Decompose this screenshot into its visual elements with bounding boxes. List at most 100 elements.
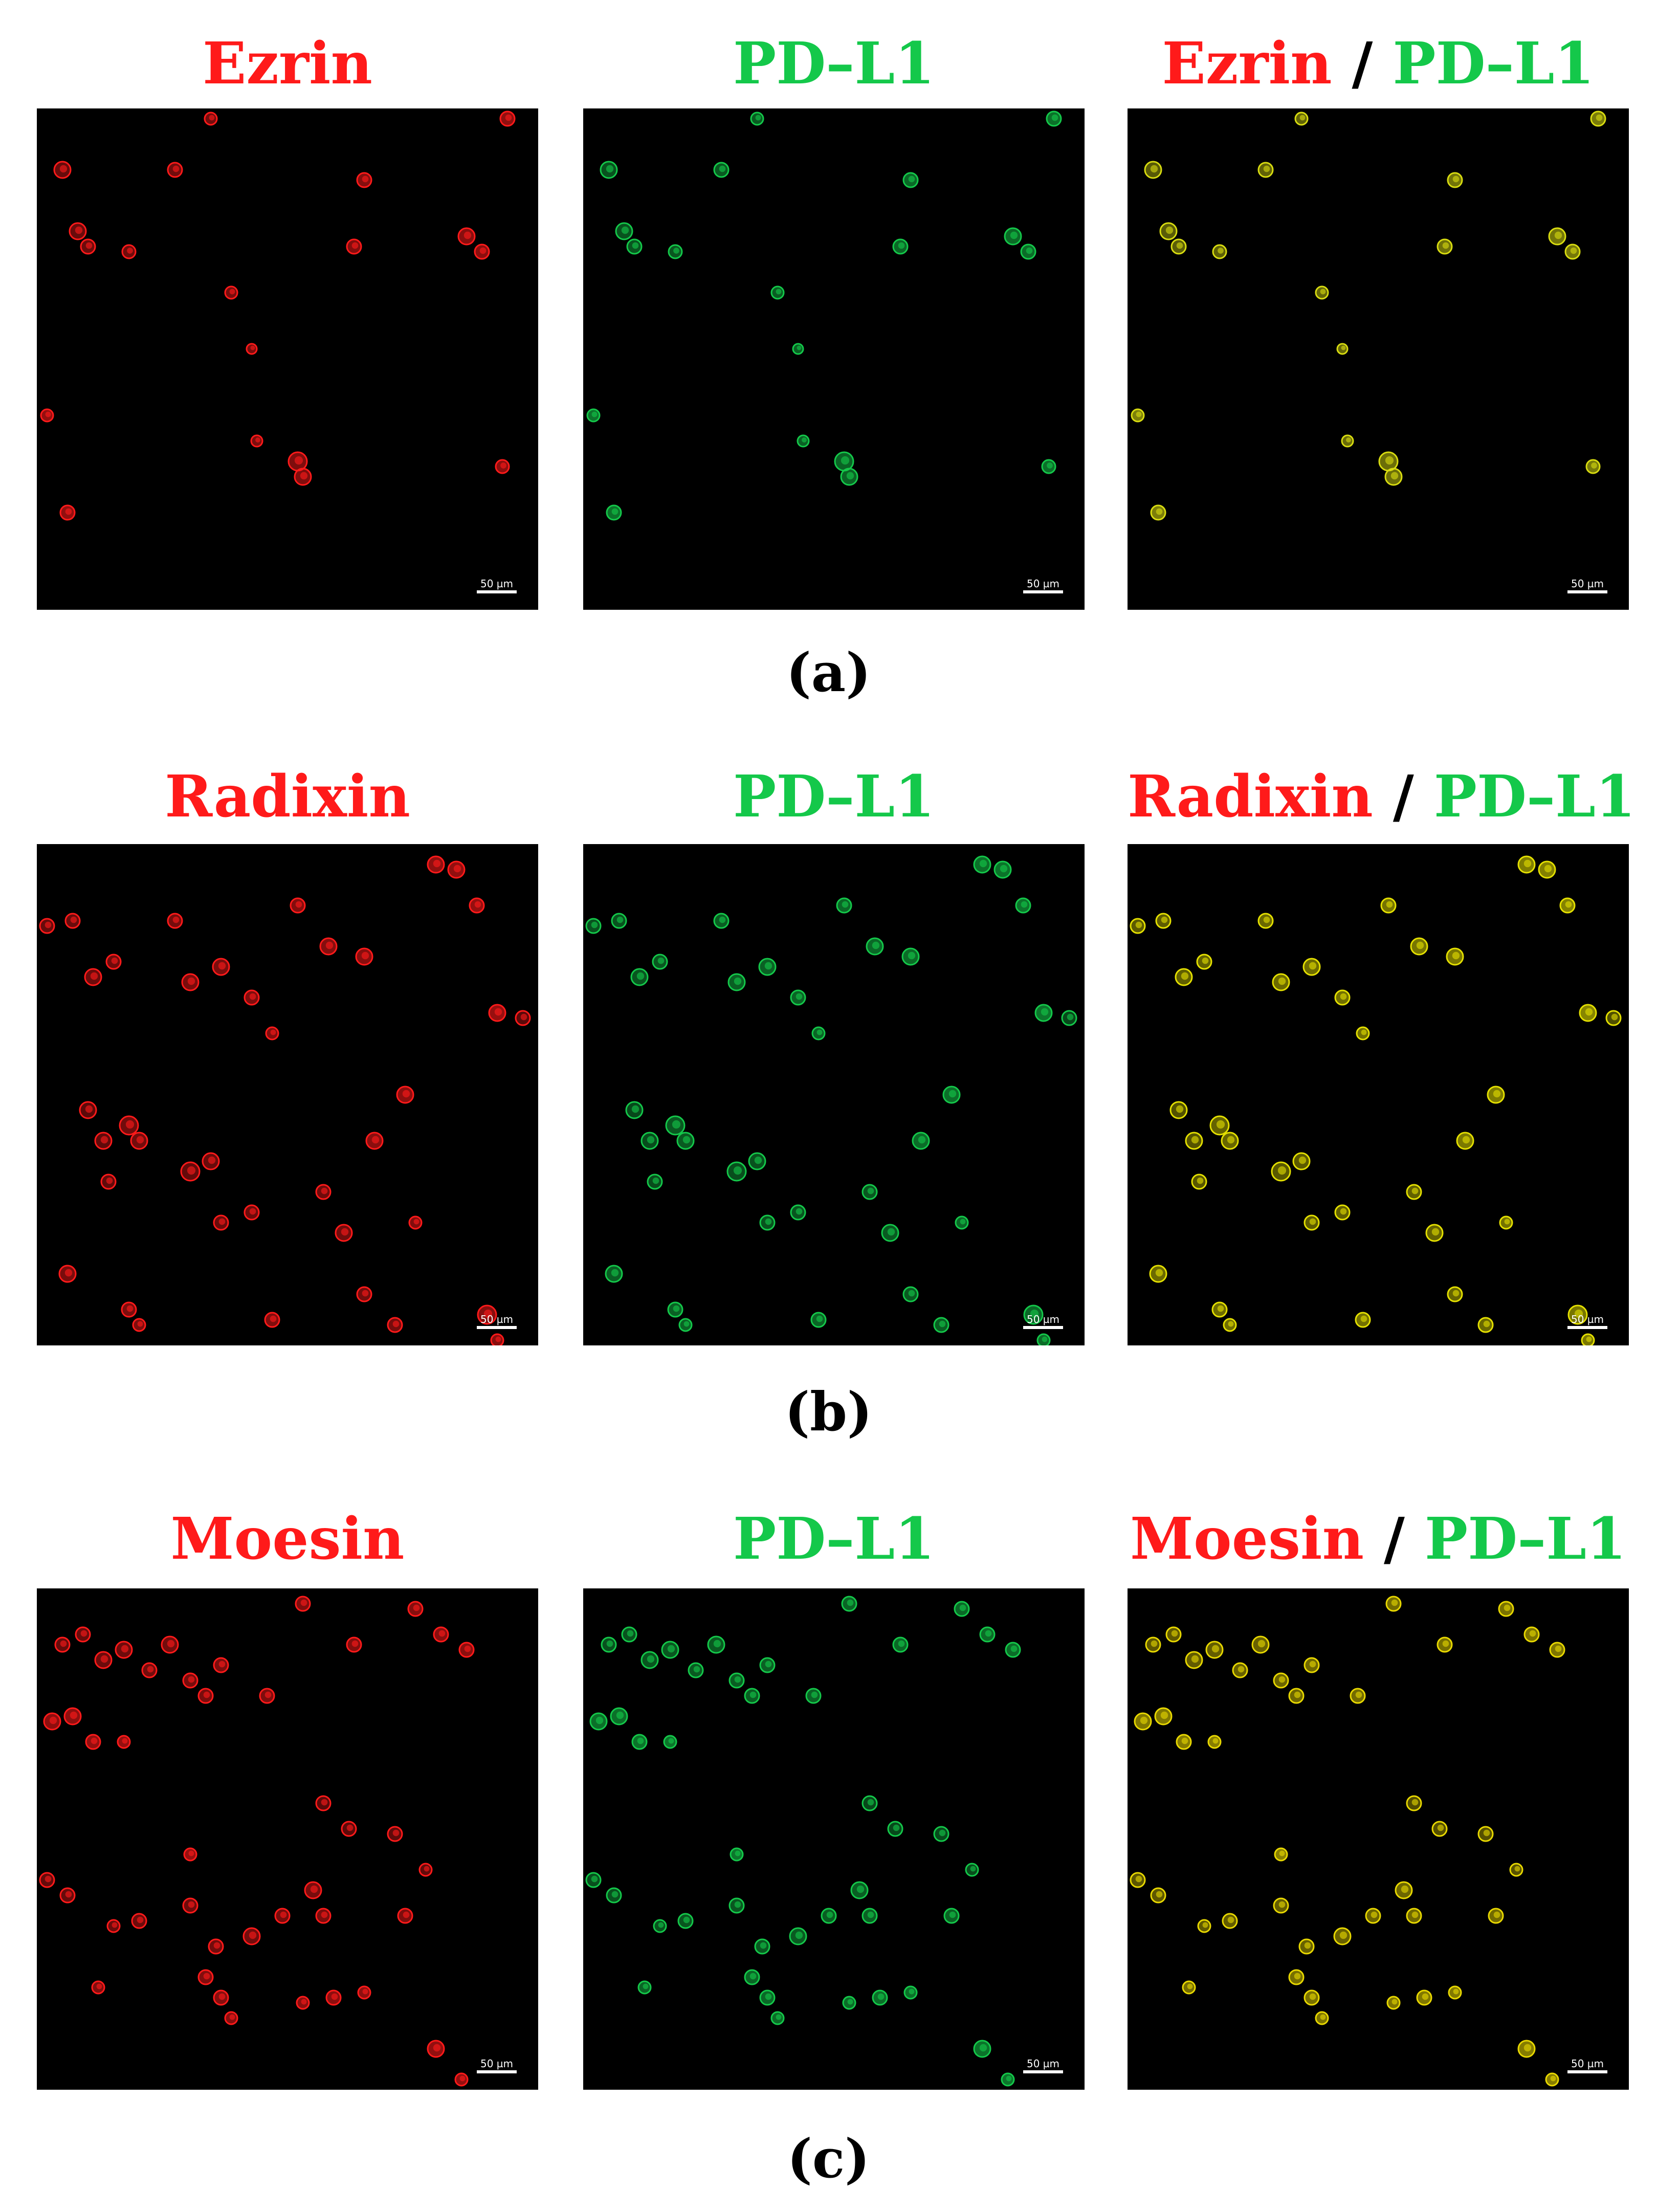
cell-core: [1483, 1320, 1490, 1328]
fluorescent-cell: [407, 1601, 424, 1617]
cell-core: [1422, 1993, 1429, 2000]
cell-core: [1586, 1336, 1592, 1342]
fluorescent-cell: [973, 2040, 991, 2058]
cell-core: [647, 1655, 655, 1663]
fluorescent-cell: [1548, 227, 1566, 246]
merge-marker-label: PD–L1: [1393, 30, 1595, 97]
cell-core: [776, 2014, 782, 2020]
fluorescent-cell: [668, 244, 683, 259]
cell-core: [331, 1993, 338, 2000]
fluorescent-cell: [212, 958, 230, 976]
cell-core: [1309, 1218, 1316, 1225]
fluorescent-cell: [515, 1010, 531, 1026]
cell-core: [1238, 1666, 1245, 1673]
cell-core: [295, 901, 302, 908]
fluorescent-cell: [1437, 1636, 1453, 1653]
fluorescent-cell: [115, 1641, 133, 1659]
fluorescent-cell: [100, 1174, 117, 1190]
cell-core: [1165, 226, 1174, 234]
cell-core: [749, 1691, 757, 1698]
fluorescent-cell: [315, 1908, 332, 1924]
fluorescent-cell: [1447, 172, 1463, 188]
cell-core: [187, 1166, 196, 1175]
cell-core: [693, 1666, 700, 1673]
cell-core: [1140, 1716, 1148, 1724]
fluorescent-cell: [447, 860, 466, 879]
fluorescent-cell: [264, 1312, 280, 1328]
cell-core: [719, 165, 726, 172]
cell-core: [1257, 1640, 1266, 1648]
cell-core: [1156, 508, 1163, 515]
fluorescent-cell: [1144, 161, 1162, 179]
cell-core: [1211, 1645, 1220, 1653]
cell-core: [1176, 1105, 1184, 1113]
fluorescent-cell: [1581, 1333, 1595, 1345]
cell-core: [1504, 1219, 1510, 1225]
fluorescent-cell: [1134, 1712, 1152, 1731]
fluorescent-cell: [1380, 897, 1397, 914]
fluorescent-cell: [1350, 1688, 1366, 1704]
cell-core: [970, 1866, 976, 1872]
cell-core: [673, 248, 679, 254]
cell-core: [1355, 1691, 1362, 1698]
cell-core: [1160, 1711, 1168, 1719]
cell-core: [64, 1269, 73, 1277]
fluorescent-cell: [1176, 1734, 1192, 1750]
cell-core: [765, 1993, 772, 2000]
scale-bar: 50 µm: [1023, 1314, 1063, 1329]
cell-core: [1320, 2014, 1326, 2020]
fluorescent-cell: [810, 1312, 827, 1328]
cell-core: [70, 916, 77, 923]
fluorescent-cell: [357, 1985, 371, 2000]
cell-core: [264, 1691, 272, 1698]
scale-bar: 50 µm: [1567, 2058, 1607, 2073]
fluorescent-cell: [40, 408, 54, 423]
fluorescent-cell: [53, 161, 72, 179]
cell-core: [1391, 1599, 1398, 1606]
fluorescent-cell: [1154, 1707, 1173, 1726]
fluorescent-cell: [866, 937, 884, 956]
fluorescent-cell: [821, 1908, 837, 1924]
cell-core: [1493, 1090, 1501, 1098]
fluorescent-cell: [1431, 1821, 1448, 1837]
fluorescent-cell: [208, 1938, 224, 1955]
fluorescent-cell: [1605, 1010, 1622, 1026]
cell-core: [764, 962, 772, 970]
fluorescent-cell: [1355, 1312, 1371, 1328]
fluorescent-cell: [647, 1174, 663, 1190]
fluorescent-cell: [730, 1847, 744, 1862]
fluorescent-cell: [1315, 285, 1329, 300]
fluorescent-cell: [955, 1215, 969, 1230]
cell-core: [75, 226, 83, 234]
cell-core: [754, 1156, 762, 1164]
fluorescent-cell: [1209, 1115, 1230, 1136]
cell-core: [1217, 1305, 1224, 1312]
cell-core: [1010, 231, 1018, 239]
fluorescent-cell: [1559, 897, 1576, 914]
fluorescent-cell: [850, 1881, 869, 1899]
fluorescent-cell: [1034, 1004, 1053, 1022]
cell-core: [1216, 1120, 1225, 1129]
fluorescent-cell: [180, 1161, 201, 1182]
fluorescent-cell: [1130, 918, 1146, 934]
cell-core: [867, 1911, 874, 1918]
fluorescent-cell: [1159, 222, 1178, 240]
fluorescent-cell: [130, 1132, 148, 1150]
cell-core: [1442, 1640, 1449, 1647]
cell-core: [1202, 1922, 1208, 1928]
cell-core: [453, 865, 461, 873]
cell-core: [734, 1676, 741, 1683]
fluorescent-cell: [1257, 162, 1274, 178]
cell-core: [841, 456, 850, 465]
fluorescent-cell: [1356, 1026, 1370, 1041]
fluorescent-cell: [427, 2040, 445, 2058]
fluorescent-cell: [797, 434, 810, 448]
cell-core: [1341, 345, 1346, 350]
fluorescent-cell: [861, 1795, 878, 1811]
fluorescent-cell: [631, 1734, 648, 1750]
cell-core: [1452, 1290, 1460, 1297]
fluorescent-cell: [1384, 468, 1403, 486]
cell-core: [122, 1738, 128, 1744]
fluorescent-cell: [1191, 1174, 1207, 1190]
fluorescent-cell: [872, 1989, 888, 2006]
